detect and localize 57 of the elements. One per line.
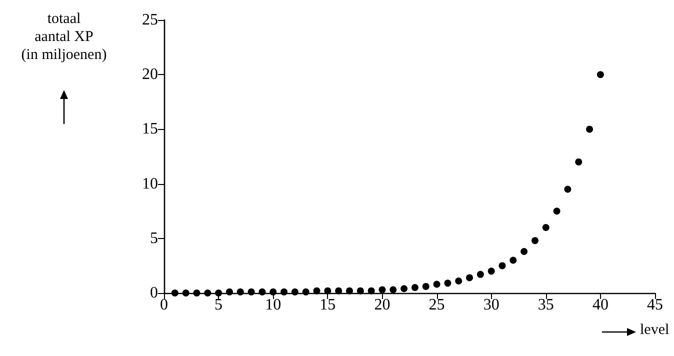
point (356, 287, 364, 294)
y-tick-label: 5 (150, 230, 158, 247)
x-axis-title: level (640, 322, 670, 339)
point (575, 158, 582, 166)
x-tick-label: 20 (374, 296, 390, 314)
y-tick-label: 0 (150, 284, 158, 302)
point (400, 285, 408, 292)
x-tick-label: 5 (214, 296, 223, 314)
x-tick-label: 35 (538, 296, 554, 314)
y-tick-label: 10 (142, 175, 158, 192)
point (302, 288, 310, 296)
point (204, 290, 212, 296)
point (324, 287, 332, 294)
point (433, 280, 440, 288)
x-tick-label: 45 (647, 296, 663, 314)
point (346, 287, 353, 294)
point (444, 280, 452, 287)
point (335, 287, 342, 294)
point (258, 288, 266, 296)
point (498, 262, 506, 270)
point (586, 126, 594, 133)
point (564, 186, 572, 193)
x-tick-label: 40 (592, 296, 608, 314)
point (280, 288, 288, 296)
point (390, 286, 397, 294)
y-axis-title: totaal aantal XP (in miljoenen) (20, 10, 108, 64)
point (270, 288, 277, 296)
point (182, 290, 190, 296)
point (291, 288, 298, 296)
y-tick-label: 20 (142, 66, 158, 84)
point (422, 282, 430, 290)
point (542, 224, 550, 231)
point (378, 286, 386, 294)
point (236, 288, 244, 296)
point (171, 290, 178, 296)
point (368, 287, 375, 294)
point (531, 237, 538, 244)
point (510, 256, 517, 264)
point (553, 208, 560, 215)
x-tick-label: 10 (265, 296, 282, 314)
x-tick-label: 25 (428, 296, 445, 314)
point (455, 277, 462, 284)
x-tick-label: 30 (483, 296, 500, 314)
y-tick-label: 15 (142, 120, 158, 138)
point (476, 270, 484, 278)
point (466, 274, 474, 282)
y-tick-label: 25 (142, 12, 158, 28)
point (248, 288, 255, 296)
point (215, 290, 222, 296)
point (596, 71, 604, 78)
point (411, 284, 418, 292)
point (226, 288, 233, 296)
point (193, 290, 200, 296)
point (488, 268, 495, 275)
point (520, 248, 528, 255)
x-tick-label: 15 (320, 296, 336, 314)
point (313, 287, 320, 294)
